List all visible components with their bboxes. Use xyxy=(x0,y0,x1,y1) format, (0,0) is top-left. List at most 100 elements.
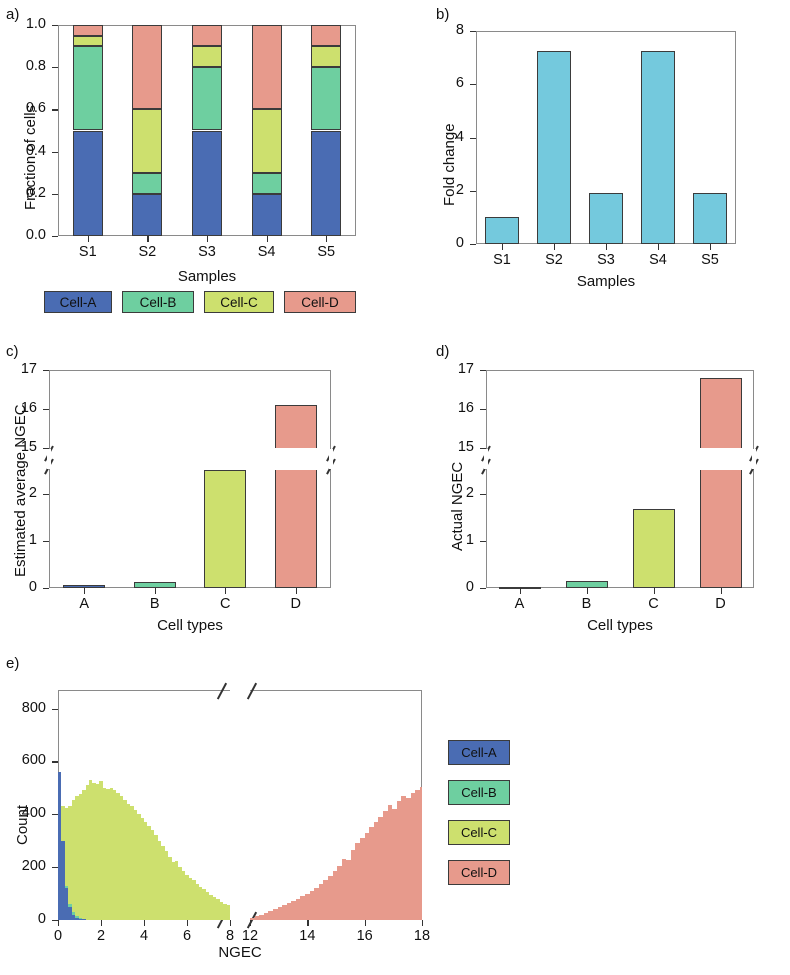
panel-e-bin xyxy=(291,900,296,920)
panel-b-xlabel: Samples xyxy=(576,273,636,290)
panel-e-bin xyxy=(226,905,230,920)
panel-d-xtick-D: D xyxy=(715,596,726,612)
panel-e-bin xyxy=(332,871,338,920)
panel-e-legend: Cell-A Cell-B Cell-C Cell-D xyxy=(448,740,518,890)
panel-a-ylabel: Fraction of cells xyxy=(22,104,39,210)
panel-a-plot: 0.0 0.2 0.4 0.6 0.8 1.0 S1 S2 S3 S4 S5 xyxy=(26,16,356,260)
panel-d-ytick-3-tick xyxy=(480,448,486,450)
panel-d-ytick-2: 2 xyxy=(465,484,474,501)
legend-a-item-Cell-C: Cell-C xyxy=(204,291,274,313)
panel-a-seg-S4-Cell-A xyxy=(251,193,282,236)
panel-e-bin xyxy=(314,887,319,920)
panel-e-bin xyxy=(195,883,200,920)
panel-e-bin xyxy=(78,794,83,920)
panel-b-ytick-2: 4 xyxy=(455,128,464,145)
panel-e-xtick-l-3-tick xyxy=(187,920,189,926)
panel-e-ytick-2-tick xyxy=(52,814,58,816)
panel-e-bin xyxy=(259,914,264,920)
panel-e-bin xyxy=(123,799,127,920)
panel-d-break-mask-left xyxy=(484,449,488,469)
panel-d-ytick-1-tick xyxy=(480,540,486,542)
panel-e-ytick-1: 200 xyxy=(21,858,46,875)
panel-a-seg-S3-Cell-C xyxy=(192,46,222,68)
panel-e-bin xyxy=(168,856,172,920)
panel-b-bar-S3 xyxy=(589,193,623,244)
panel-d-ytick-0-tick xyxy=(480,588,486,590)
panel-e-bin xyxy=(305,893,310,920)
panel-e-xtick-l-2: 4 xyxy=(139,928,149,944)
legend-e-item-Cell-D: Cell-D xyxy=(448,860,510,885)
panel-e-bin xyxy=(137,814,141,920)
panel-d-break-mask-right xyxy=(752,449,756,469)
panel-d-xtick-C-tick xyxy=(653,588,655,594)
panel-b-ytick-3: 6 xyxy=(455,75,464,92)
panel-c-ytick-2-tick xyxy=(43,493,49,495)
panel-e-ytick-4-tick xyxy=(52,708,58,710)
panel-e-bin xyxy=(202,889,206,920)
panel-e-bin xyxy=(181,871,186,920)
panel-a-ytick-0: 0.0 xyxy=(25,227,46,243)
panel-e-bin xyxy=(119,795,124,920)
panel-e-bin xyxy=(147,826,151,920)
panel-d-xtick-A: A xyxy=(514,596,525,612)
legend-a-item-Cell-D: Cell-D xyxy=(284,291,356,313)
panel-a-seg-S2-Cell-A xyxy=(132,193,163,236)
panel-e-bin xyxy=(318,884,324,920)
panel-e-bin xyxy=(268,911,273,920)
panel-b-ytick-1: 2 xyxy=(455,181,464,198)
panel-e-bin xyxy=(130,806,134,920)
panel-e-bin xyxy=(212,897,217,920)
panel-a-legend: Cell-A Cell-B Cell-C Cell-D xyxy=(44,291,356,313)
panel-e-bin xyxy=(95,783,100,920)
panel-a-bar-S2 xyxy=(132,25,163,236)
panel-a-ytick-5: 1.0 xyxy=(25,16,46,32)
panel-e-xtick-r-0: 12 xyxy=(241,928,259,944)
panel-e-bin xyxy=(350,849,356,920)
panel-e-bin xyxy=(209,894,213,920)
panel-e-bin xyxy=(383,811,388,920)
panel-e-ytick-0: 0 xyxy=(37,911,46,927)
panel-c-xtick-A: A xyxy=(79,596,90,612)
panel-e-bin xyxy=(82,790,86,920)
panel-e-bin xyxy=(178,867,182,920)
panel-e-bin xyxy=(277,907,283,920)
panel-a-bar-S3 xyxy=(192,25,222,236)
panel-e-right-plot: 12 14 16 18 xyxy=(242,682,430,944)
panel-e-xtick-l-4-tick xyxy=(230,920,232,926)
panel-c-xtick-B: B xyxy=(149,596,160,612)
panel-e-bin xyxy=(113,790,117,920)
panel-d-bar-C xyxy=(632,509,675,588)
panel-d-ytick-4-tick xyxy=(480,409,486,411)
panel-e-bin xyxy=(295,898,301,920)
panel-a-xtick-S2: S2 xyxy=(138,244,157,260)
panel-e-bin xyxy=(300,896,306,920)
panel-e-ytick-1-tick xyxy=(52,867,58,869)
panel-d-xtick-B-tick xyxy=(586,588,588,594)
panel-b-xtick-S4: S4 xyxy=(649,252,667,268)
panel-e-bin xyxy=(150,830,155,920)
panel-e-bin xyxy=(223,903,227,920)
panel-e-bin xyxy=(364,832,370,920)
panel-b-ytick-0: 0 xyxy=(455,235,464,251)
panel-e-bin xyxy=(199,886,203,920)
panel-e-ytick-4: 800 xyxy=(21,699,46,716)
panel-e-bin xyxy=(71,914,76,920)
panel-d-xtick-B: B xyxy=(581,596,592,612)
panel-label-e: e) xyxy=(6,655,20,672)
panel-e-xtick-l-2-tick xyxy=(144,920,146,926)
panel-a-xlabel: Samples xyxy=(177,268,237,285)
panel-a-ytick-4-tick xyxy=(52,67,58,69)
panel-e-bin xyxy=(102,787,107,920)
panel-e-bin xyxy=(392,808,397,920)
panel-e-bin xyxy=(78,918,83,920)
panel-c-plot: 0 1 2 15 16 17 A B C D xyxy=(21,361,336,612)
panel-a-seg-S2-Cell-D xyxy=(132,25,163,110)
panel-e-bin xyxy=(286,903,292,920)
legend-e-item-Cell-A: Cell-A xyxy=(448,740,510,765)
panel-e-hist-Cell-C xyxy=(58,690,230,920)
panel-e-bin xyxy=(75,795,79,920)
panel-c-bar-C xyxy=(204,470,247,588)
panel-e-bin xyxy=(61,840,65,920)
panel-a-xtick-S4-tick xyxy=(266,236,268,242)
panel-c-xtick-D-tick xyxy=(295,588,297,594)
